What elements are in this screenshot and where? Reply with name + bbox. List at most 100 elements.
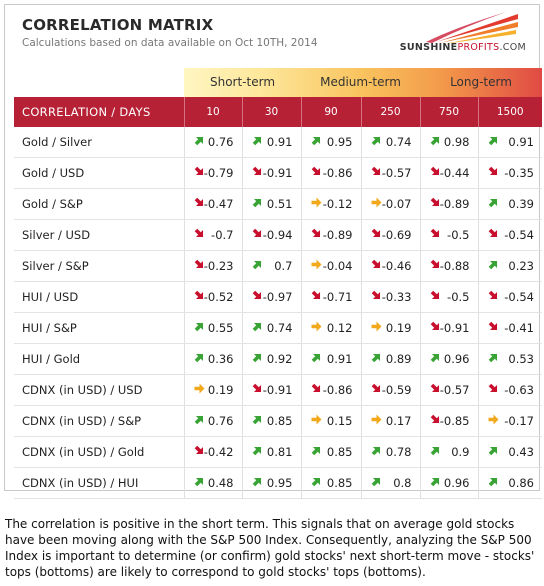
arrow-neutral-icon bbox=[371, 197, 381, 208]
correlation-cell: 0.19 bbox=[360, 312, 420, 344]
correlation-cell: -0.04 bbox=[300, 250, 361, 282]
correlation-value: 0.74 bbox=[266, 321, 293, 335]
correlation-cell: 0.55 bbox=[183, 312, 242, 344]
term-medium: Medium-term bbox=[320, 75, 401, 89]
correlation-cell: -0.85 bbox=[419, 405, 478, 437]
arrow-down-icon bbox=[430, 197, 439, 207]
correlation-value: 0.96 bbox=[443, 476, 470, 490]
arrow-up-icon bbox=[488, 353, 497, 363]
arrow-up-icon bbox=[194, 477, 203, 487]
correlation-cell: 0.12 bbox=[300, 312, 361, 344]
arrow-neutral-icon bbox=[311, 259, 321, 270]
correlation-cell: -0.97 bbox=[241, 281, 301, 313]
row-label: Gold / Silver bbox=[14, 127, 184, 158]
correlation-cell: -0.7 bbox=[183, 219, 242, 251]
correlation-cell: 0.98 bbox=[419, 127, 478, 158]
correlation-value: -0.54 bbox=[504, 290, 534, 304]
correlation-cell: -0.17 bbox=[477, 405, 542, 437]
arrow-up-icon bbox=[194, 136, 203, 146]
correlation-cell: 0.48 bbox=[183, 467, 242, 499]
correlation-value: 0.96 bbox=[443, 352, 470, 366]
correlation-value: 0.91 bbox=[266, 135, 293, 149]
correlation-cell: 0.53 bbox=[477, 343, 542, 375]
row-label: HUI / Gold bbox=[14, 343, 184, 375]
correlation-cell: 0.15 bbox=[300, 405, 361, 437]
arrow-down-icon bbox=[430, 383, 439, 393]
correlation-value: -0.54 bbox=[504, 228, 534, 242]
table-row: CDNX (in USD) / USD 0.19 -0.91 -0.86 -0.59 -0… bbox=[14, 374, 542, 406]
correlation-cell: -0.57 bbox=[360, 157, 420, 189]
correlation-value: 0.85 bbox=[266, 414, 293, 428]
header-days-30: 30 bbox=[241, 97, 301, 127]
correlation-cell: 0.74 bbox=[360, 127, 420, 158]
correlation-value: -0.42 bbox=[203, 445, 234, 459]
correlation-cell: 0.86 bbox=[477, 467, 542, 499]
page-subtitle: Calculations based on data available on … bbox=[22, 37, 318, 49]
correlation-cell: 0.78 bbox=[360, 436, 420, 468]
correlation-cell: 0.91 bbox=[477, 127, 542, 158]
arrow-up-icon bbox=[371, 353, 380, 363]
table-row: HUI / USD -0.52 -0.97 -0.71 -0.33 -0.5 -0.54 bbox=[14, 281, 542, 313]
correlation-cell: 0.91 bbox=[241, 127, 301, 158]
row-label: CDNX (in USD) / S&P bbox=[14, 405, 184, 437]
correlation-value: 0.76 bbox=[207, 414, 234, 428]
correlation-value: 0.76 bbox=[207, 135, 234, 149]
correlation-cell: 0.17 bbox=[360, 405, 420, 437]
correlation-cell: 0.95 bbox=[300, 127, 361, 158]
correlation-cell: -0.12 bbox=[300, 188, 361, 220]
correlation-value: 0.53 bbox=[508, 352, 534, 366]
row-label: Gold / S&P bbox=[14, 188, 184, 220]
correlation-cell: -0.54 bbox=[477, 281, 542, 313]
correlation-cell: -0.86 bbox=[300, 374, 361, 406]
correlation-value: 0.7 bbox=[274, 259, 293, 273]
arrow-up-icon bbox=[311, 353, 320, 363]
correlation-value: -0.35 bbox=[504, 166, 534, 180]
arrow-down-icon bbox=[194, 445, 203, 455]
correlation-value: 0.55 bbox=[207, 321, 234, 335]
correlation-cell: -0.33 bbox=[360, 281, 420, 313]
sunshine-profits-logo bbox=[396, 8, 526, 56]
row-label: HUI / USD bbox=[14, 281, 184, 313]
commentary-text: The correlation is positive in the short… bbox=[5, 517, 535, 579]
correlation-value: -0.46 bbox=[381, 259, 412, 273]
header-days-750: 750 bbox=[419, 97, 478, 127]
arrow-down-icon bbox=[194, 197, 203, 207]
arrow-down-icon bbox=[488, 166, 497, 176]
correlation-cell: -0.52 bbox=[183, 281, 242, 313]
correlation-value: -0.57 bbox=[439, 383, 470, 397]
table-body: Gold / Silver 0.76 0.91 0.95 0.74 0.98 0.91 Gol… bbox=[14, 127, 542, 499]
correlation-value: 0.86 bbox=[508, 476, 534, 490]
term-band-row: Short-term Medium-term Long-term bbox=[14, 67, 542, 97]
correlation-value: -0.7 bbox=[211, 228, 234, 242]
correlation-value: 0.19 bbox=[207, 383, 234, 397]
arrow-up-icon bbox=[252, 446, 261, 456]
arrow-up-icon bbox=[252, 415, 261, 425]
correlation-value: 0.85 bbox=[326, 476, 353, 490]
correlation-value: -0.86 bbox=[322, 383, 353, 397]
correlation-value: -0.33 bbox=[381, 290, 412, 304]
correlation-cell: 0.81 bbox=[241, 436, 301, 468]
correlation-value: 0.95 bbox=[266, 476, 293, 490]
arrow-up-icon bbox=[430, 136, 439, 146]
correlation-value: 0.91 bbox=[326, 352, 353, 366]
header-label: CORRELATION / DAYS bbox=[14, 97, 184, 127]
logo-suffix: .COM bbox=[499, 42, 526, 53]
arrow-up-icon bbox=[371, 446, 380, 456]
arrow-neutral-icon bbox=[371, 321, 381, 332]
correlation-value: -0.41 bbox=[504, 321, 534, 335]
correlation-cell: 0.7 bbox=[241, 250, 301, 282]
arrow-down-icon bbox=[371, 259, 380, 269]
arrow-down-icon bbox=[430, 290, 439, 300]
row-label: Gold / USD bbox=[14, 157, 184, 189]
arrow-down-icon bbox=[488, 383, 497, 393]
arrow-up-icon bbox=[194, 415, 203, 425]
correlation-value: -0.07 bbox=[381, 197, 412, 211]
arrow-up-icon bbox=[252, 322, 261, 332]
correlation-cell: -0.79 bbox=[183, 157, 242, 189]
table-row: CDNX (in USD) / S&P 0.76 0.85 0.15 0.17 -0.85… bbox=[14, 405, 542, 437]
logo-name: SUNSHINE bbox=[399, 42, 458, 53]
correlation-cell: 0.85 bbox=[241, 405, 301, 437]
correlation-cell: 0.76 bbox=[183, 405, 242, 437]
correlation-cell: -0.91 bbox=[241, 157, 301, 189]
arrow-neutral-icon bbox=[488, 414, 498, 425]
